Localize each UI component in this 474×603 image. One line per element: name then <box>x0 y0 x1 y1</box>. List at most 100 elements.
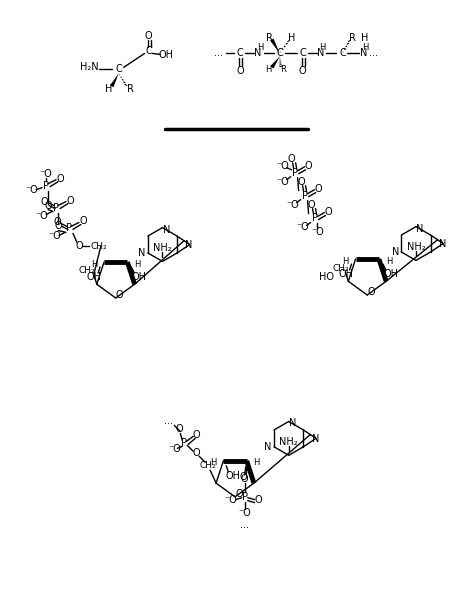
Text: ...: ... <box>240 520 249 529</box>
Text: O: O <box>298 177 305 187</box>
Text: P: P <box>53 203 59 212</box>
Text: ...: ... <box>369 48 378 58</box>
Text: N: N <box>392 247 399 257</box>
Text: N: N <box>163 224 170 235</box>
Text: O: O <box>325 207 332 216</box>
Text: O: O <box>305 161 312 171</box>
Text: NH₂: NH₂ <box>279 437 298 447</box>
Text: ⁻O: ⁻O <box>26 185 38 195</box>
Text: OH: OH <box>159 51 174 60</box>
Text: N: N <box>416 224 424 233</box>
Text: P: P <box>292 168 298 178</box>
Text: CH₂: CH₂ <box>200 461 217 470</box>
Text: OH: OH <box>132 272 147 282</box>
Text: N: N <box>254 48 262 58</box>
Text: O: O <box>116 290 124 300</box>
Text: ⁻O: ⁻O <box>224 494 237 505</box>
Text: N: N <box>264 442 272 452</box>
Text: O: O <box>66 195 74 206</box>
Text: O: O <box>299 66 306 77</box>
Text: O: O <box>192 448 200 458</box>
Text: ...: ... <box>164 417 173 426</box>
Text: OH: OH <box>338 269 353 279</box>
Text: O: O <box>255 494 263 505</box>
Text: O: O <box>53 218 61 227</box>
Text: H: H <box>288 33 295 43</box>
Text: O: O <box>75 241 83 251</box>
Text: ⁻O: ⁻O <box>49 232 62 241</box>
Text: H₂N: H₂N <box>80 62 98 72</box>
Text: N: N <box>138 248 146 258</box>
Text: N: N <box>360 48 367 58</box>
Text: H: H <box>386 256 392 265</box>
Text: H: H <box>257 43 263 52</box>
Text: O: O <box>367 287 375 297</box>
Text: OH: OH <box>87 272 101 282</box>
Polygon shape <box>270 39 280 54</box>
Text: OH: OH <box>383 269 398 279</box>
Text: ⁻O: ⁻O <box>311 227 324 238</box>
Text: ⁻O: ⁻O <box>36 210 48 221</box>
Text: ⁻O: ⁻O <box>238 508 251 517</box>
Text: O: O <box>288 154 295 164</box>
Text: P: P <box>181 438 187 449</box>
Text: N: N <box>311 434 319 444</box>
Text: H: H <box>361 33 368 43</box>
Text: R: R <box>280 65 286 74</box>
Text: C: C <box>299 48 306 58</box>
Text: O: O <box>175 425 183 434</box>
Text: ...: ... <box>214 48 223 58</box>
Text: H: H <box>105 84 112 94</box>
Text: H: H <box>319 43 326 52</box>
Text: O: O <box>192 431 200 440</box>
Polygon shape <box>270 57 280 69</box>
Text: C: C <box>145 46 152 57</box>
Text: H: H <box>210 458 217 467</box>
Text: R: R <box>349 33 356 43</box>
Text: C: C <box>339 48 346 58</box>
Text: P: P <box>301 191 308 201</box>
Text: O: O <box>54 221 62 232</box>
Text: C: C <box>237 48 243 58</box>
Text: CH₂: CH₂ <box>332 264 349 273</box>
Text: P: P <box>66 224 72 233</box>
Text: P: P <box>43 181 49 191</box>
Polygon shape <box>110 74 118 87</box>
Text: N: N <box>185 241 193 250</box>
Text: H: H <box>254 458 260 467</box>
Text: R: R <box>127 84 134 94</box>
Text: CH₂: CH₂ <box>91 242 107 251</box>
Text: OH: OH <box>226 471 241 481</box>
Text: O: O <box>235 489 243 499</box>
Text: P: P <box>311 213 318 224</box>
Text: N: N <box>439 239 446 250</box>
Text: R: R <box>266 33 273 43</box>
Text: N: N <box>289 418 296 429</box>
Text: O: O <box>79 216 87 227</box>
Text: ⁻O: ⁻O <box>296 223 309 232</box>
Text: O: O <box>44 201 52 210</box>
Text: H: H <box>91 259 97 268</box>
Text: O: O <box>308 200 315 210</box>
Text: ⁻O: ⁻O <box>40 169 53 178</box>
Text: H: H <box>134 259 140 268</box>
Text: P: P <box>242 491 248 502</box>
Text: NH₂: NH₂ <box>407 242 425 253</box>
Text: NH₂: NH₂ <box>153 244 172 253</box>
Text: ⁻O: ⁻O <box>168 444 181 454</box>
Text: O: O <box>315 184 322 194</box>
Text: CH₂: CH₂ <box>79 266 95 275</box>
Text: C: C <box>115 65 122 74</box>
Text: O: O <box>40 197 48 207</box>
Text: H: H <box>265 65 272 74</box>
Text: O: O <box>241 474 248 484</box>
Text: O: O <box>240 472 247 482</box>
Text: O: O <box>236 66 244 77</box>
Text: HO: HO <box>319 273 334 282</box>
Text: H: H <box>342 256 349 265</box>
Text: ⁻O: ⁻O <box>276 177 289 187</box>
Text: N: N <box>317 48 324 58</box>
Text: C: C <box>276 48 283 58</box>
Text: O: O <box>56 174 64 184</box>
Text: O: O <box>145 31 152 40</box>
